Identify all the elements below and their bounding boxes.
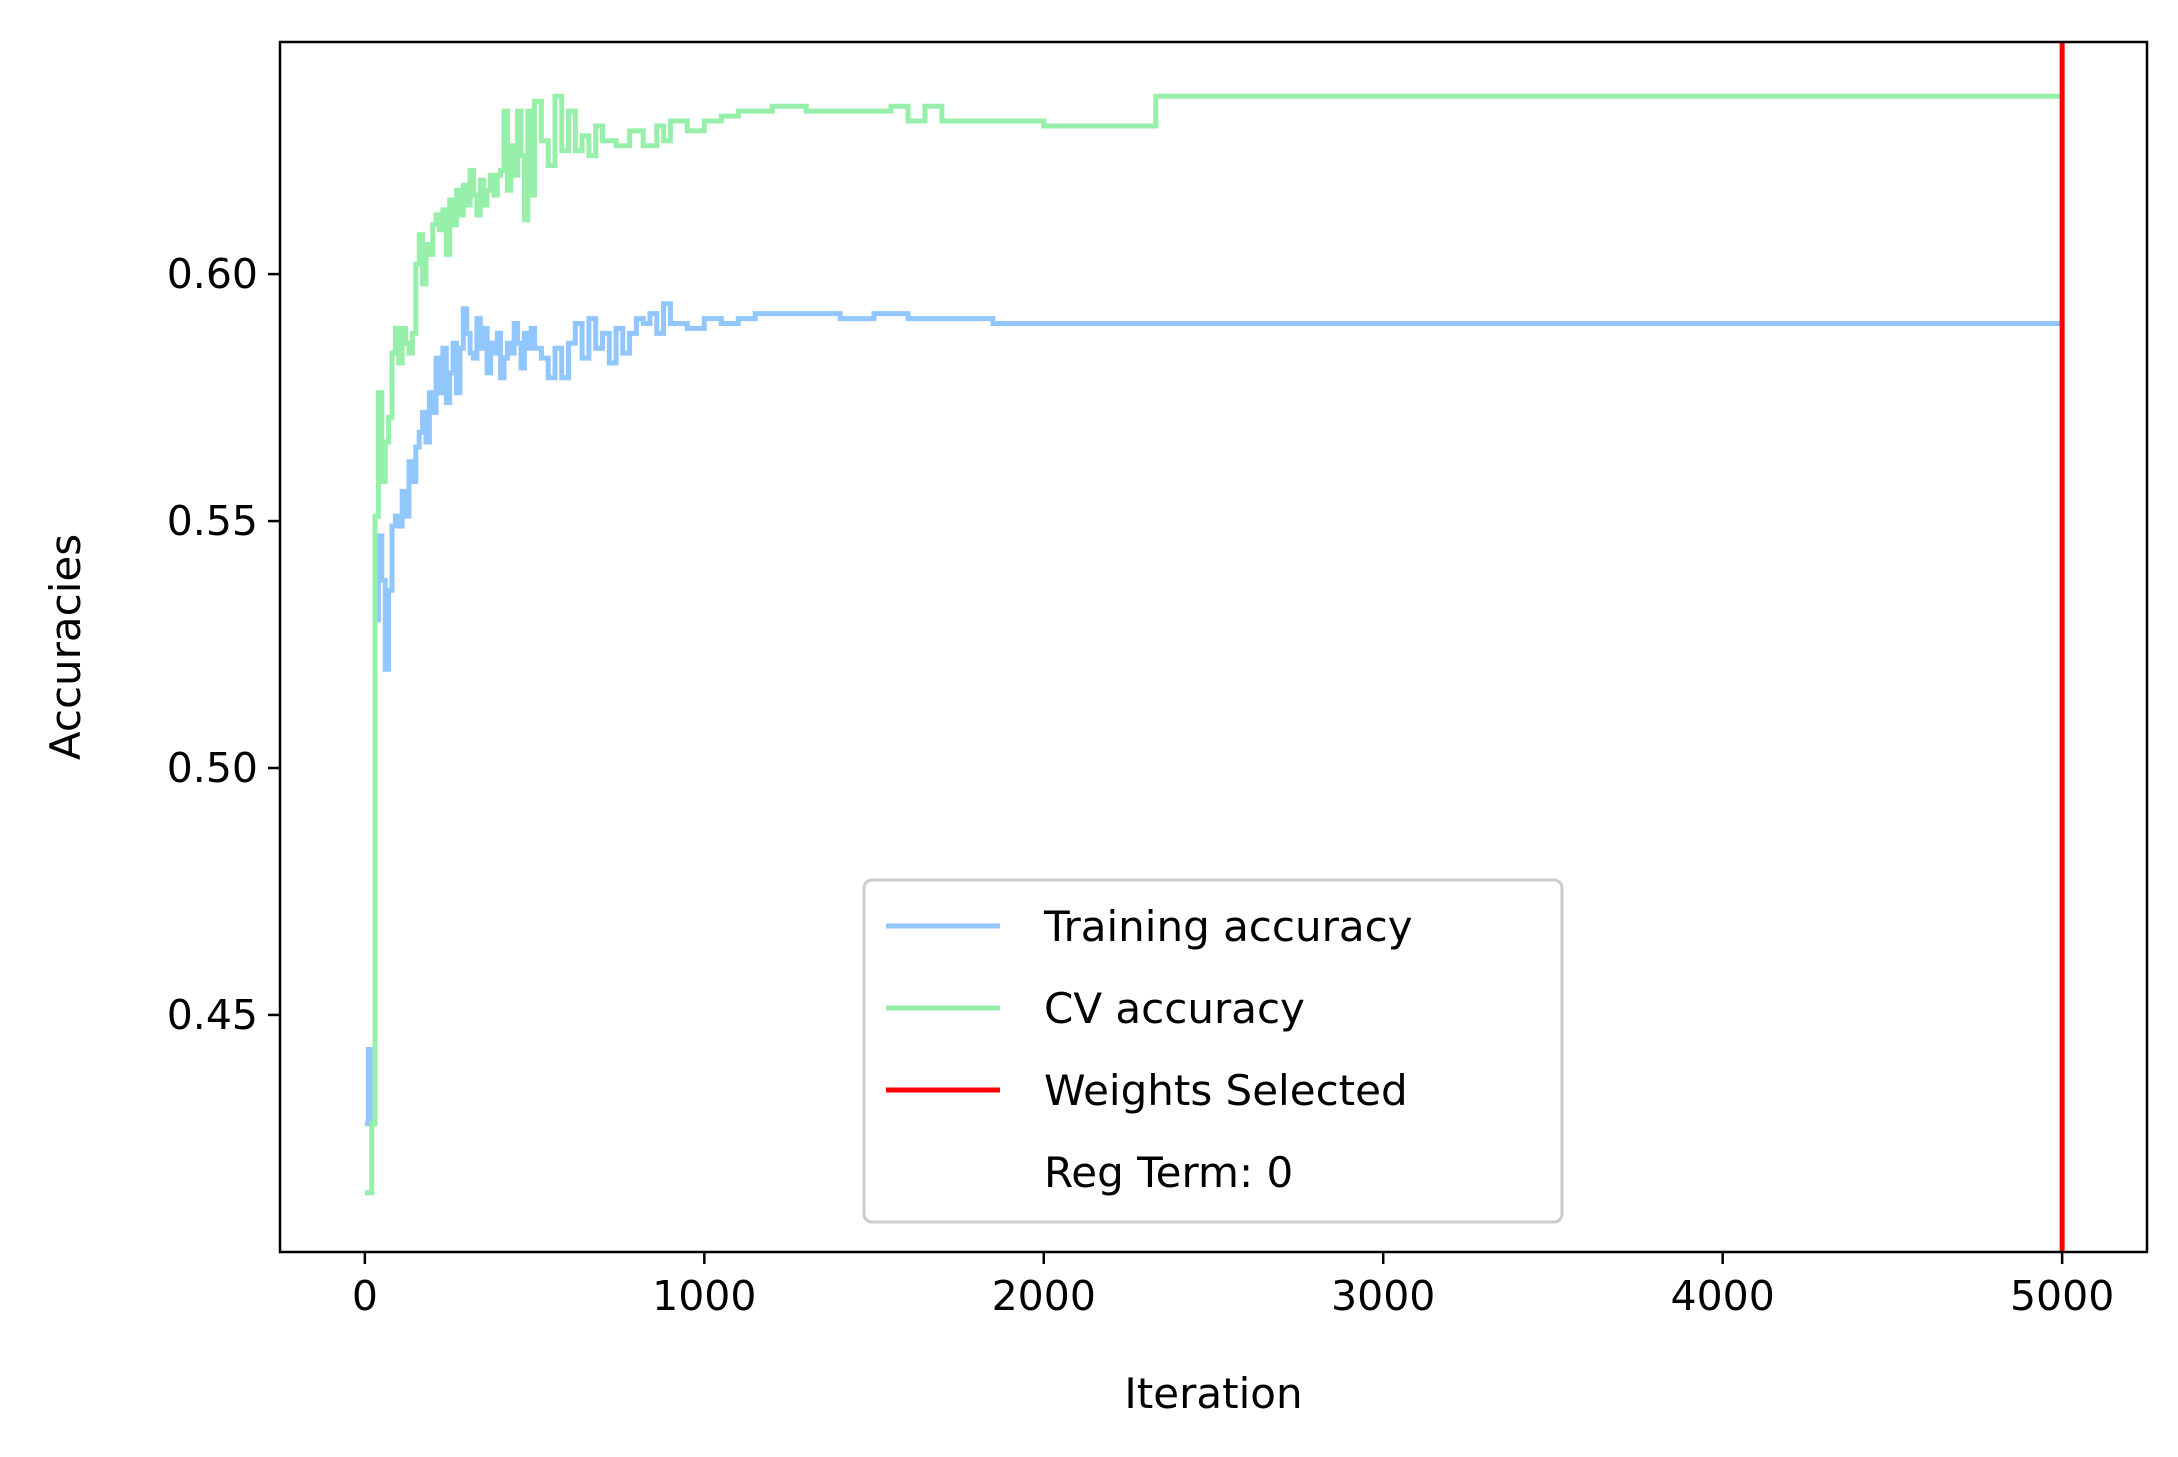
legend-box <box>862 878 1564 1224</box>
x-tick-label: 0 <box>352 1272 378 1320</box>
y-tick-label: 0.50 <box>167 744 258 792</box>
x-tick-label: 2000 <box>992 1272 1096 1320</box>
x-tick-label: 3000 <box>1331 1272 1435 1320</box>
y-axis: 0.45 0.50 0.55 0.60 <box>167 250 280 1039</box>
x-tick-label: 4000 <box>1671 1272 1775 1320</box>
legend: Training accuracy CV accuracy Weights Sele… <box>862 878 1564 1224</box>
y-axis-title: Accuracies <box>41 534 90 760</box>
y-tick-label: 0.55 <box>167 497 258 545</box>
axes-frame <box>278 40 2149 1254</box>
legend-label: CV accuracy <box>1044 984 1305 1033</box>
x-tick-label: 5000 <box>2010 1272 2114 1320</box>
plot-area <box>364 42 2065 1252</box>
series-line-cv-accuracy <box>364 93 2063 1196</box>
legend-label: Training accuracy <box>1043 902 1413 951</box>
y-tick-label: 0.45 <box>167 991 258 1039</box>
x-tick-label: 1000 <box>652 1272 756 1320</box>
x-axis-title: Iteration <box>1124 1369 1302 1418</box>
y-tick-label: 0.60 <box>167 250 258 298</box>
series-line-training-accuracy <box>364 301 2063 1127</box>
legend-label: Reg Term: 0 <box>1044 1148 1293 1197</box>
x-axis: 0 1000 2000 3000 4000 5000 <box>352 1252 2114 1320</box>
legend-label: Weights Selected <box>1044 1066 1408 1115</box>
